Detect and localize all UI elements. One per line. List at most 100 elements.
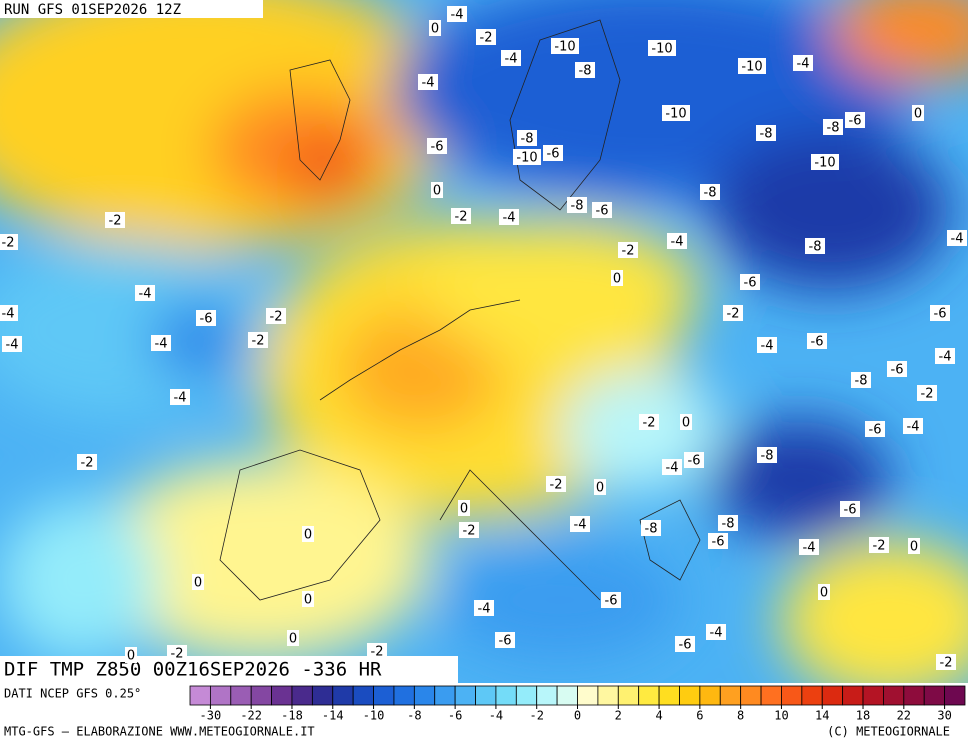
contour-label: -10 [554, 40, 575, 55]
contour-label-box [546, 476, 566, 492]
contour-label-box [723, 305, 743, 321]
contour-label: -6 [891, 363, 904, 378]
contour-label: -10 [516, 151, 537, 166]
legend-swatch [842, 685, 864, 706]
contour-label-box [611, 270, 623, 286]
contour-label: -8 [571, 199, 584, 214]
contour-label-box [718, 515, 738, 531]
contour-label: -8 [761, 449, 774, 464]
legend-label: -22 [240, 709, 262, 723]
contour-label: 0 [910, 540, 918, 555]
legend-label: 22 [897, 709, 911, 723]
contour-label: -2 [171, 647, 184, 662]
contour-label-box [708, 533, 728, 549]
contour-label: -6 [934, 307, 947, 322]
contour-label: -4 [155, 337, 168, 352]
legend-label: -18 [281, 709, 303, 723]
legend-label: 8 [737, 709, 744, 723]
contour-label-box [0, 305, 18, 321]
contour-label: -4 [761, 339, 774, 354]
legend-label: -8 [407, 709, 421, 723]
contour-label: -4 [422, 76, 435, 91]
legend-label: 0 [574, 709, 581, 723]
contour-label: -8 [855, 374, 868, 389]
legend-swatch [515, 685, 538, 706]
contour-label-box [167, 645, 187, 661]
contour-label: -4 [478, 602, 491, 617]
contour-label: -8 [827, 121, 840, 136]
contour-label-box [367, 643, 387, 659]
contour-label: -6 [744, 276, 757, 291]
contour-label: -2 [270, 310, 283, 325]
contour-label-box [431, 182, 443, 198]
contour-label-box [811, 154, 839, 170]
legend-label: 6 [696, 709, 703, 723]
contour-label: -4 [574, 518, 587, 533]
contour-label-box [0, 234, 18, 250]
contour-label-box [476, 29, 496, 45]
contour-label: -2 [550, 478, 563, 493]
legend-swatch [189, 685, 211, 706]
contour-label-box [912, 105, 924, 121]
legend-swatch [923, 685, 946, 706]
contour-label-box [684, 452, 704, 468]
contour-label: -4 [951, 232, 964, 247]
contour-label-box [667, 233, 687, 249]
legend-swatch [760, 685, 782, 706]
contour-label-box [818, 584, 830, 600]
contour-label: -4 [907, 420, 920, 435]
contour-label: -6 [869, 423, 882, 438]
contour-label-box [799, 539, 819, 555]
contour-label: -4 [6, 338, 19, 353]
contour-label-box [793, 55, 813, 71]
contour-label: -8 [704, 186, 717, 201]
contour-label: 0 [289, 632, 297, 647]
legend-swatch [413, 685, 436, 706]
contour-label: 0 [433, 184, 441, 199]
contour-label: -8 [809, 240, 822, 255]
contour-label: -4 [174, 391, 187, 406]
contour-label-box [474, 600, 494, 616]
contour-label-box [302, 526, 314, 542]
contour-label: -10 [665, 107, 686, 122]
contour-label-box [266, 308, 286, 324]
legend-swatch [250, 685, 272, 706]
legend-swatch [944, 685, 966, 706]
legend-label: -30 [200, 709, 222, 723]
contour-label-box [429, 20, 441, 36]
legend-label: -10 [363, 709, 385, 723]
legend-label: 14 [815, 709, 829, 723]
contour-label-box [738, 58, 766, 74]
legend-swatch [821, 685, 844, 706]
contour-label: -4 [451, 8, 464, 23]
contour-label-box [662, 459, 682, 475]
legend-swatch [883, 685, 905, 706]
contour-label-box [805, 238, 825, 254]
contour-label-box [887, 361, 907, 377]
contour-label: -2 [622, 244, 635, 259]
title-box [0, 656, 458, 683]
legend-swatch [373, 685, 395, 706]
contour-label-box [706, 624, 726, 640]
contour-label-box [135, 285, 155, 301]
contour-label-box [105, 212, 125, 228]
contour-label-box [903, 418, 923, 434]
contour-label-box [908, 538, 920, 554]
contour-label: -2 [81, 456, 94, 471]
contour-label-box [575, 62, 595, 78]
contour-label-box [192, 574, 204, 590]
contour-label: 0 [431, 22, 439, 37]
contour-label: -2 [727, 307, 740, 322]
contour-label-box [675, 636, 695, 652]
contour-label-box [601, 592, 621, 608]
temperature-field [0, 0, 968, 683]
contour-label-box [592, 202, 612, 218]
legend-swatch [740, 685, 762, 706]
contour-label: -4 [666, 461, 679, 476]
contour-label: -6 [605, 594, 618, 609]
contour-label: -6 [811, 335, 824, 350]
contour-label-box [757, 337, 777, 353]
contour-label-box [930, 305, 950, 321]
run-label: RUN GFS 01SEP2026 12Z [4, 2, 181, 18]
